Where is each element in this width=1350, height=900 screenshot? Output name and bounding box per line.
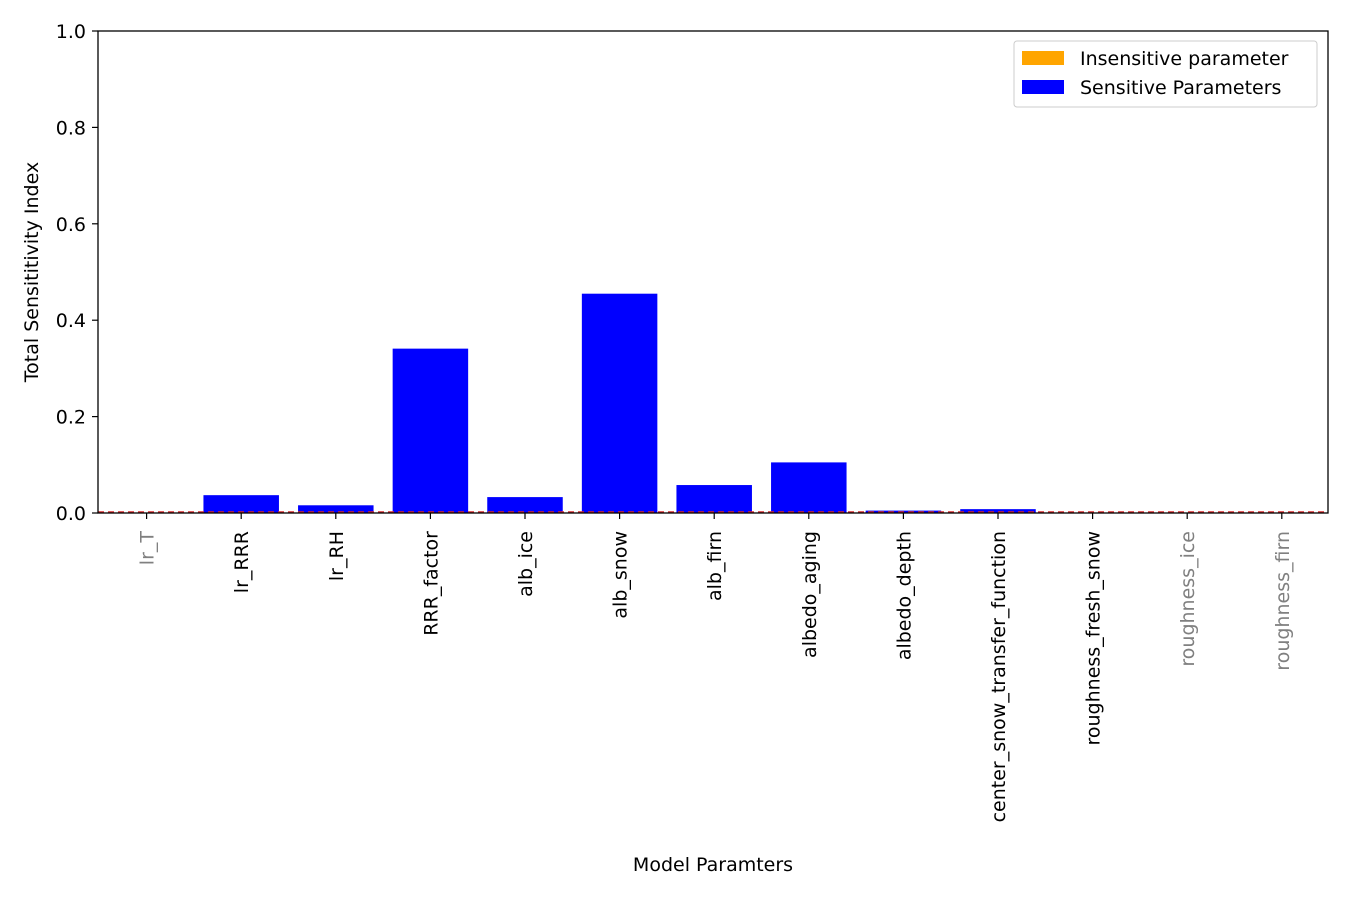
y-tick-label: 0.0: [56, 503, 86, 525]
y-tick-label: 0.8: [56, 117, 86, 139]
legend: Insensitive parameter Sensitive Parameter…: [1013, 40, 1318, 108]
x-axis: lr_T lr_RRR lr_RH RRR_factor alb_ice alb_snow…: [137, 513, 1294, 822]
bar-alb_snow: [581, 293, 658, 513]
y-tick-label: 0.6: [56, 214, 86, 236]
x-tick-label-albedo_aging: albedo_aging: [799, 531, 821, 658]
plot-frame: [97, 30, 1329, 514]
legend-box: [1013, 40, 1318, 108]
y-axis-label: Total Sensititivity Index: [21, 162, 43, 383]
bars-group: [203, 293, 1131, 513]
x-tick-label-lr_RRR: lr_RRR: [231, 531, 253, 593]
bar-albedo_aging: [771, 462, 847, 513]
x-tick-label-alb_firn: alb_firn: [704, 531, 726, 601]
y-tick-label: 0.2: [56, 407, 86, 429]
bar-center_snow_transfer_function: [960, 509, 1036, 513]
y-axis: 0.0 0.2 0.4 0.6 0.8 1.0: [56, 21, 98, 525]
bar-lr_RRR: [203, 495, 279, 513]
bar-RRR_factor: [392, 348, 469, 513]
bar-alb_firn: [676, 485, 752, 513]
legend-label: Insensitive parameter: [1080, 48, 1289, 70]
x-tick-label-roughness_fresh_snow: roughness_fresh_snow: [1083, 531, 1105, 746]
x-tick-label-roughness_firn: roughness_firn: [1272, 531, 1294, 671]
x-tick-label-lr_T: lr_T: [137, 531, 159, 566]
bar-alb_ice: [487, 497, 563, 513]
legend-swatch: [1022, 80, 1064, 94]
y-tick-label: 1.0: [56, 21, 86, 43]
legend-swatch: [1022, 51, 1064, 65]
legend-label: Sensitive Parameters: [1080, 77, 1281, 99]
x-tick-label-center_snow_transfer_function: center_snow_transfer_function: [988, 531, 1010, 822]
x-tick-label-lr_RH: lr_RH: [326, 531, 348, 581]
x-axis-label: Model Paramters: [633, 854, 793, 876]
x-tick-label-alb_snow: alb_snow: [610, 531, 632, 619]
bar-lr_RH: [298, 505, 374, 513]
x-tick-label-roughness_ice: roughness_ice: [1177, 531, 1199, 667]
x-tick-label-RRR_factor: RRR_factor: [420, 531, 442, 636]
x-tick-label-alb_ice: alb_ice: [515, 531, 537, 597]
x-tick-label-albedo_depth: albedo_depth: [893, 531, 915, 660]
y-tick-label: 0.4: [56, 310, 86, 332]
